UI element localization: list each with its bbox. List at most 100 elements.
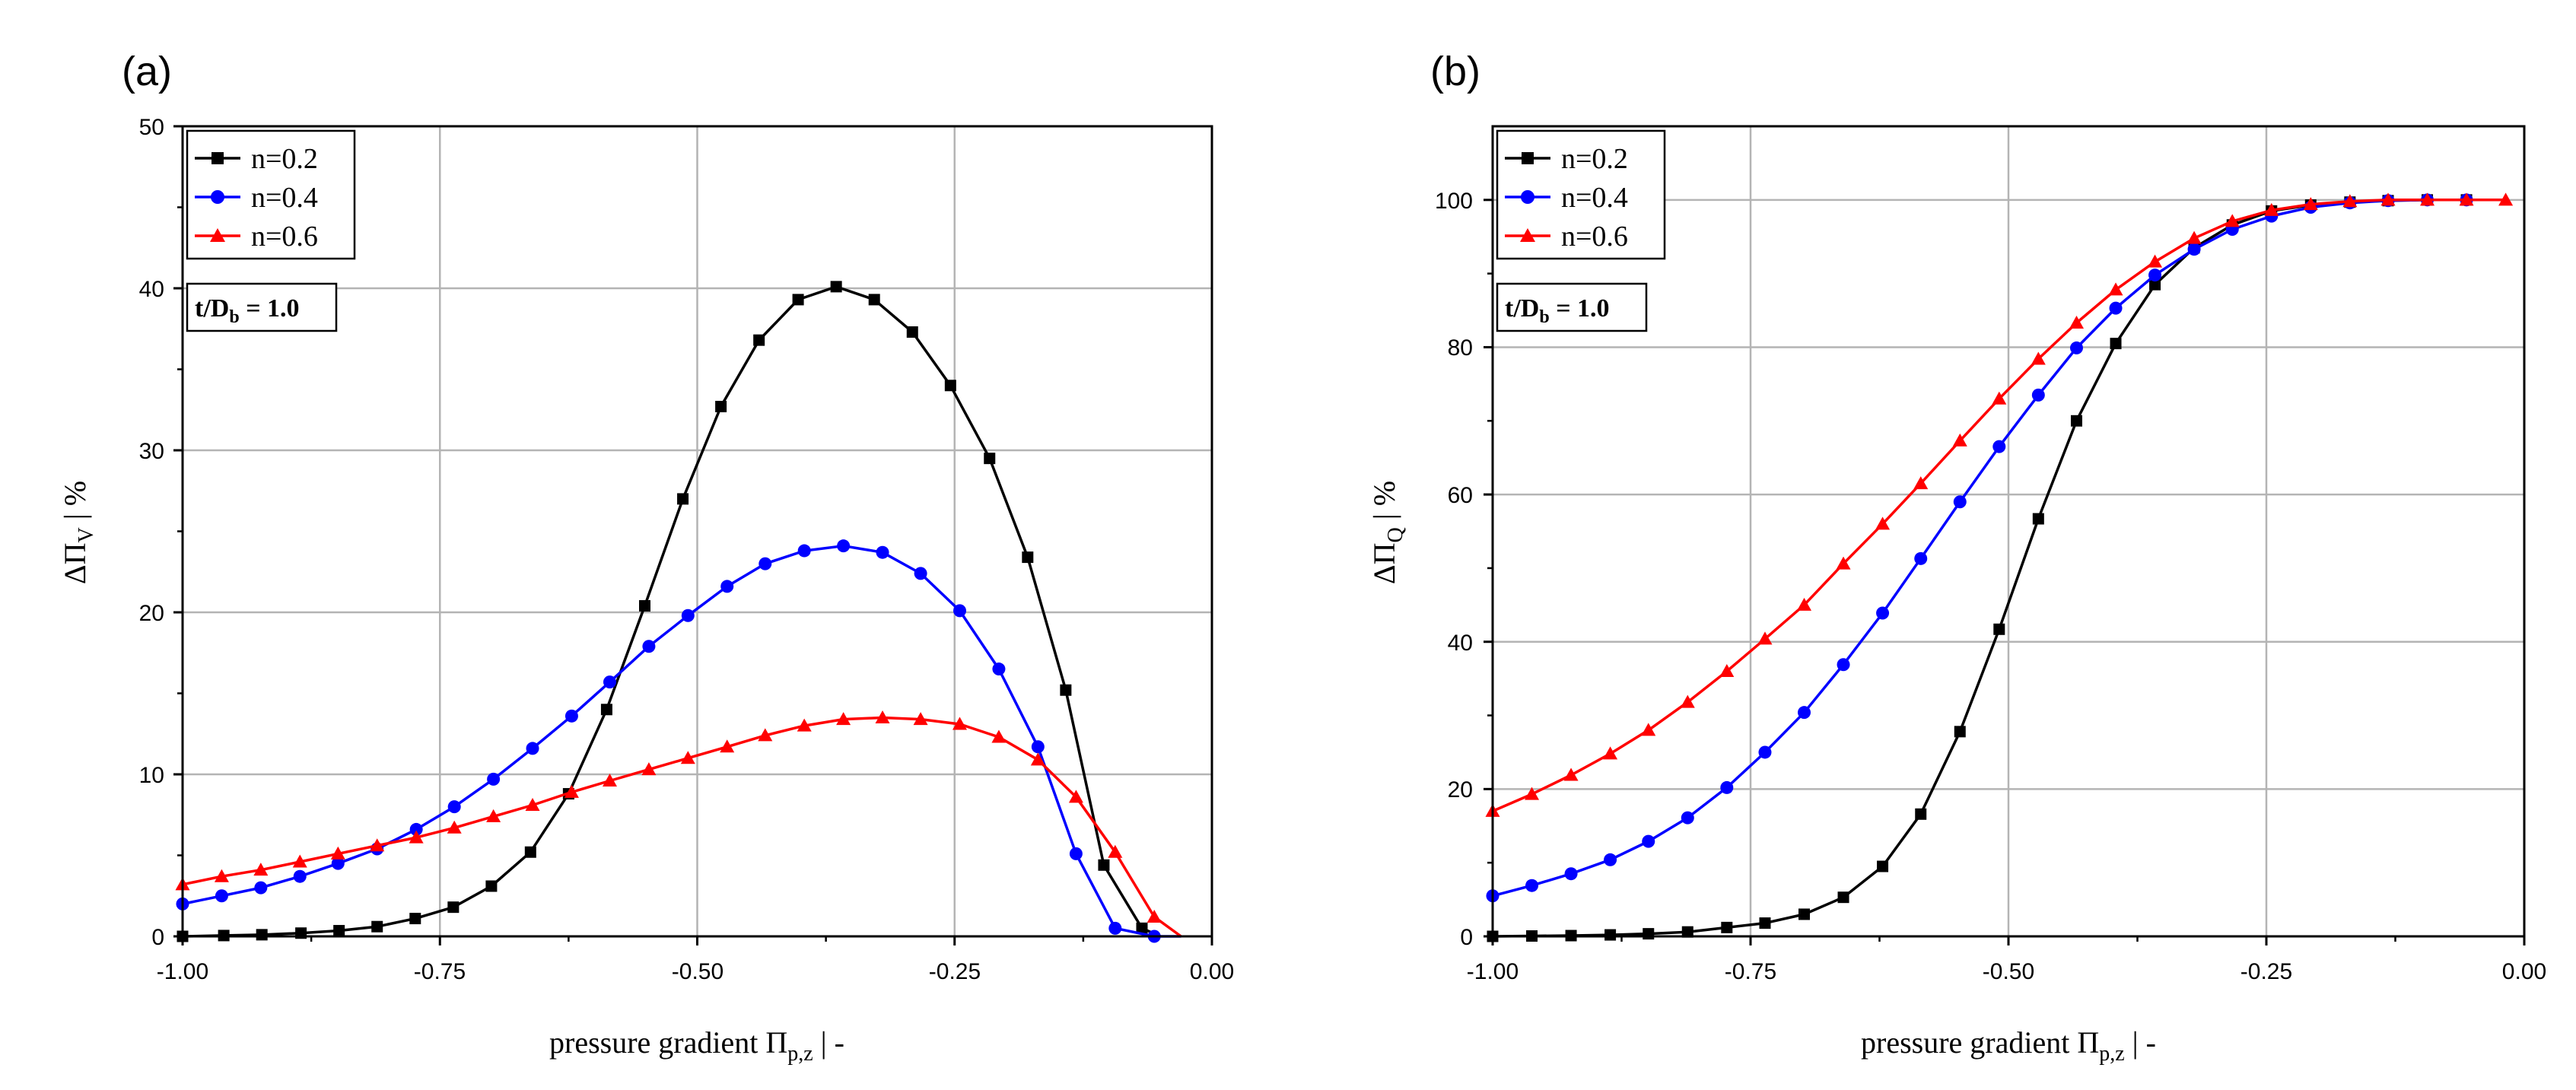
panel-a-data-point-n02: [906, 326, 918, 338]
panel-a: (a) -1.00 -0.75 -0.50 -0.25 0.00 0 10 20…: [58, 49, 1234, 1066]
panel-a-data-point-n04: [487, 772, 501, 786]
panel-b-annotation-box: [1496, 282, 1648, 332]
panel-a-data-point-n04: [720, 580, 734, 593]
panel-a-data-point-n02: [485, 880, 498, 892]
panel-b-data-point-n06: [1875, 516, 1891, 530]
panel-b-data-point-n04: [1720, 780, 1734, 794]
panel-a-x-tick-label: 0.00: [1190, 959, 1234, 984]
panel-b-data-point-n02: [2149, 278, 2161, 291]
panel-b-data-point-n02: [2032, 513, 2044, 525]
legend-marker-n04: [211, 190, 224, 204]
panel-a-data-point-n02: [256, 929, 268, 941]
panel-b-data-point-n06: [2108, 282, 2123, 296]
panel-b-data-point-n02: [1877, 860, 1889, 872]
panel-b-data-point-n06: [1757, 631, 1773, 645]
panel-a-data-point-n04: [837, 539, 851, 553]
panel-a-data-point-n02: [944, 380, 956, 392]
panel-b-data-point-n04: [1564, 867, 1578, 881]
panel-a-annotation-box: [186, 282, 338, 332]
panel-b-data-point-n04: [1876, 606, 1890, 620]
panel-b-x-axis-title: pressure gradient Πp,z | -: [1861, 1025, 2156, 1066]
panel-b-data-point-n06: [1913, 476, 1929, 490]
panel-b-data-point-n04: [2109, 301, 2123, 315]
panel-a-data-point-n04: [642, 640, 656, 653]
panel-b-data-point-n06: [2186, 230, 2202, 244]
panel-a-y-axis-title: ΔΠV | %: [58, 481, 98, 584]
panel-b-data-point-n06: [1641, 723, 1656, 736]
panel-b-x-tick-label: 0.00: [2502, 959, 2546, 984]
panel-a-data-point-n02: [447, 901, 460, 914]
panel-b-plot-frame: [1491, 125, 2526, 938]
panel-a-data-point-n04: [293, 869, 307, 883]
panel-a-data-point-n06: [952, 717, 968, 730]
panel-a-data-point-n04: [1031, 740, 1045, 754]
legend-marker-n06: [1520, 228, 1535, 242]
panel-b-y-tick-label: 40: [1448, 631, 1473, 656]
panel-a-series-n04: [176, 539, 1181, 943]
panel-a-data-point-n06: [1068, 790, 1083, 803]
panel-b-y-tick-label: 60: [1448, 483, 1473, 508]
panel-b-data-point-n04: [1642, 834, 1655, 848]
panel-b-x-tick-label: -0.50: [1983, 959, 2034, 984]
panel-b-legend-label: n=0.6: [1561, 221, 1628, 253]
panel-b-data-point-n04: [1758, 745, 1772, 759]
panel-b-data-point-n06: [2342, 194, 2358, 208]
panel-b-data-point-n06: [2264, 202, 2279, 216]
panel-a-data-point-n04: [992, 663, 1006, 676]
panel-a-data-point-n06: [641, 762, 657, 776]
panel-b-data-point-n02: [1681, 926, 1693, 938]
panel-a-y-tick-label: 30: [139, 439, 164, 464]
panel-b-data-point-n02: [1604, 929, 1617, 941]
panel-a-data-point-n06: [758, 728, 773, 742]
panel-a-data-point-n06: [1030, 752, 1045, 766]
panel-a-data-point-n04: [797, 544, 811, 558]
panel-b: (b) -1.00 -0.75 -0.50 -0.25 0.00 0 20 40…: [1367, 49, 2546, 1066]
panel-b-y-tick-label: 80: [1448, 335, 1473, 361]
panel-a-data-point-n02: [715, 400, 727, 412]
panel-b-x-tick-label: -0.25: [2240, 959, 2292, 984]
panel-a-data-point-n02: [830, 281, 842, 293]
panel-a-data-point-n06: [409, 830, 424, 844]
panel-b-data-point-n04: [2031, 388, 2045, 402]
panel-a-data-point-n06: [602, 774, 617, 787]
panel-a-series-n02: [177, 281, 1162, 942]
panel-b-data-point-n04: [1798, 706, 1811, 720]
panel-a-data-point-n02: [1098, 859, 1110, 871]
panel-a-data-point-n04: [914, 567, 927, 580]
panel-a-x-tick-label: -0.50: [672, 959, 724, 984]
panel-a-data-point-n04: [526, 742, 539, 755]
panel-b-data-point-n06: [2069, 316, 2084, 329]
panel-a-data-point-n02: [792, 294, 804, 306]
panel-a-legend-label: n=0.2: [251, 143, 318, 175]
panel-a-series-line-n04: [182, 544, 1181, 938]
panel-a-data-point-n04: [758, 557, 772, 570]
panel-a-data-point-n04: [447, 800, 461, 814]
panel-a-data-point-n06: [486, 809, 501, 822]
panel-b-series: [1485, 192, 2514, 942]
panel-a-x-tick-label: -0.25: [929, 959, 981, 984]
panel-b-annotation-text: t/Db = 1.0: [1505, 294, 1610, 327]
panel-b-y-tick-label: 0: [1460, 925, 1473, 950]
panel-a-y-tick-label: 0: [151, 925, 164, 950]
panel-b-data-point-n04: [2187, 243, 2201, 256]
panel-a-data-point-n02: [638, 599, 650, 612]
panel-a-data-point-n06: [1108, 844, 1123, 858]
panel-b-data-point-n04: [1992, 440, 2006, 453]
panel-a-x-tick-label: -0.75: [414, 959, 466, 984]
panel-a-plot-frame: [181, 125, 1213, 938]
panel-a-data-point-n06: [836, 712, 851, 726]
panel-b-x-tick-label: -1.00: [1467, 959, 1519, 984]
panel-a-data-point-n02: [371, 920, 383, 933]
panel-a-data-point-n02: [984, 453, 996, 465]
panel-a-label: (a): [122, 49, 172, 94]
panel-a-data-point-n02: [409, 913, 421, 925]
panel-b-data-point-n04: [1914, 551, 1928, 565]
panel-b-data-point-n06: [2380, 192, 2396, 206]
panel-a-data-point-n06: [214, 869, 229, 882]
legend-marker-n04: [1521, 190, 1534, 204]
panel-a-data-point-n06: [680, 751, 695, 764]
panel-a-data-point-n02: [600, 704, 612, 716]
panel-a-x-axis-title: pressure gradient Πp,z | -: [549, 1025, 844, 1066]
panel-a-data-point-n04: [1069, 847, 1083, 860]
